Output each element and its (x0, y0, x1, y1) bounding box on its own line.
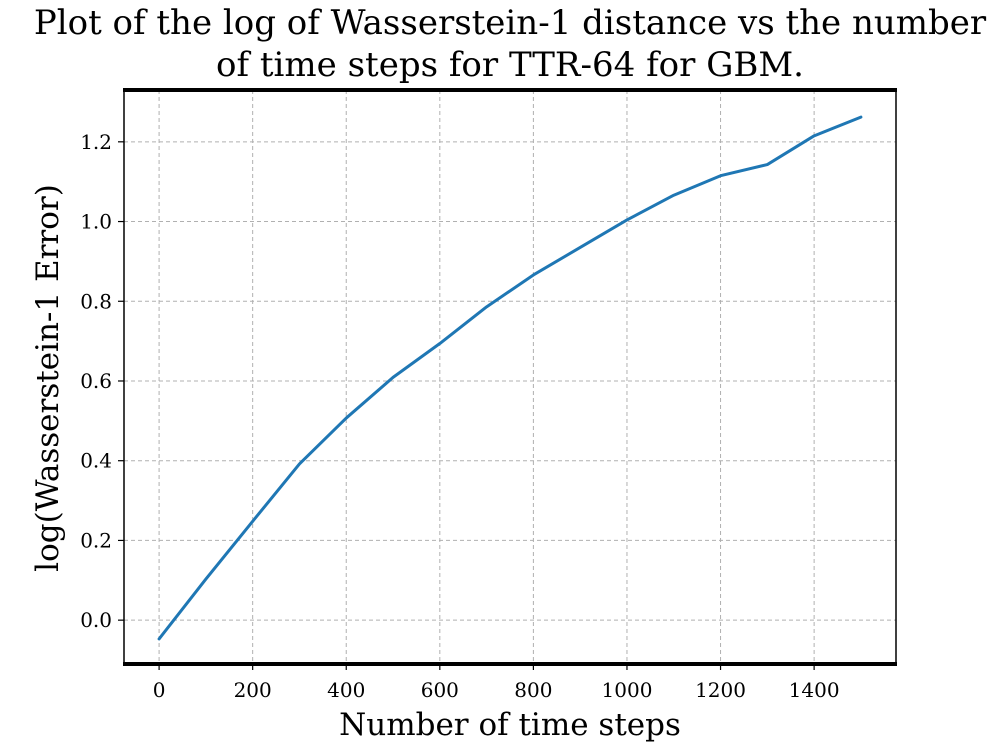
y-tick-label: 0.6 (80, 369, 112, 393)
y-axis-label: log(Wasserstein-1 Error) (30, 184, 66, 572)
x-tick-label: 400 (327, 678, 365, 702)
x-tick-label: 800 (514, 678, 552, 702)
y-tick-label: 0.0 (80, 608, 112, 632)
x-tick-label: 600 (421, 678, 459, 702)
series-line (157, 115, 863, 641)
x-axis-ticks: 0 200 400 600 800 1000 1200 1400 (153, 664, 840, 702)
plot-frame (123, 88, 897, 666)
x-tick-label: 0 (153, 678, 166, 702)
y-axis-ticks: 0.0 0.2 0.4 0.6 0.8 1.0 1.2 (80, 130, 124, 632)
x-tick-label: 1200 (695, 678, 746, 702)
y-tick-label: 0.2 (80, 528, 112, 552)
chart-title-line-2: of time steps for TTR-64 for GBM. (216, 45, 804, 85)
x-tick-label: 200 (234, 678, 272, 702)
y-tick-label: 1.0 (80, 210, 112, 234)
x-tick-label: 1000 (602, 678, 653, 702)
y-tick-label: 1.2 (80, 130, 112, 154)
chart-title-line-1: Plot of the log of Wasserstein-1 distanc… (34, 3, 987, 43)
y-tick-label: 0.8 (80, 289, 112, 313)
y-tick-label: 0.4 (80, 449, 112, 473)
x-axis-label: Number of time steps (339, 707, 681, 743)
series-layer (157, 115, 863, 641)
grid (124, 90, 896, 664)
x-tick-label: 1400 (789, 678, 840, 702)
